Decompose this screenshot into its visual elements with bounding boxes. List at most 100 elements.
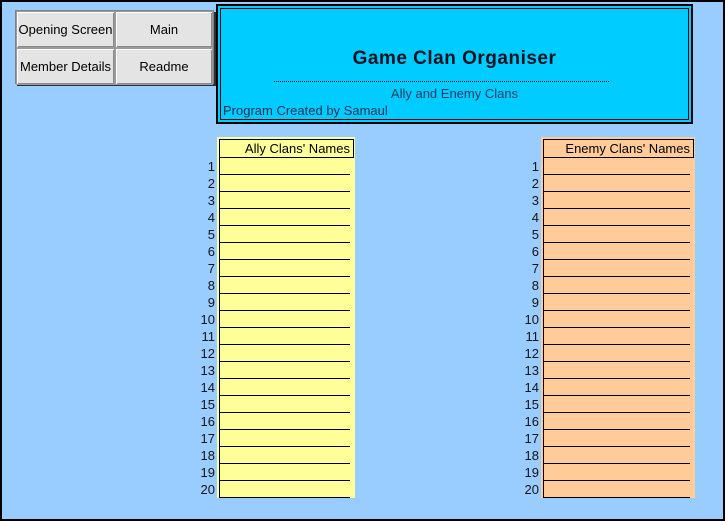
enemy-name-cell[interactable] (543, 328, 690, 345)
enemy-name-cell[interactable] (543, 226, 690, 243)
enemy-name-cell[interactable] (543, 294, 690, 311)
ally-name-cell[interactable] (219, 175, 350, 192)
enemy-row-number: 2 (531, 176, 539, 191)
nav-button-panel: Opening Screen Main Member Details Readm… (15, 10, 214, 85)
ally-name-cell[interactable] (219, 192, 350, 209)
enemy-name-cell[interactable] (543, 481, 690, 498)
enemy-table-header: Enemy Clans' Names (543, 139, 694, 158)
ally-name-cell[interactable] (219, 362, 350, 379)
enemy-clans-table: Enemy Clans' Names (541, 137, 695, 498)
enemy-row-number: 10 (524, 312, 539, 327)
enemy-name-cell[interactable] (543, 209, 690, 226)
enemy-name-cell[interactable] (543, 345, 690, 362)
ally-row-number: 2 (207, 176, 215, 191)
ally-row-number: 7 (207, 261, 215, 276)
ally-row-number: 1 (207, 159, 215, 174)
ally-row-number: 12 (200, 346, 215, 361)
ally-name-cell[interactable] (219, 311, 350, 328)
ally-row-number: 17 (200, 431, 215, 446)
enemy-row-number: 14 (524, 380, 539, 395)
enemy-name-cell[interactable] (543, 175, 690, 192)
enemy-row-number: 15 (524, 397, 539, 412)
enemy-row-number: 11 (525, 329, 540, 344)
enemy-row-number: 6 (531, 244, 539, 259)
title-banner-inner: Game Clan Organiser Ally and Enemy Clans… (220, 8, 689, 120)
enemy-name-cell[interactable] (543, 396, 690, 413)
enemy-name-cell[interactable] (543, 362, 690, 379)
ally-rows (219, 158, 355, 498)
enemy-rows (543, 158, 695, 498)
ally-name-cell[interactable] (219, 447, 350, 464)
ally-name-cell[interactable] (219, 396, 350, 413)
ally-row-number: 5 (207, 227, 215, 242)
ally-name-cell[interactable] (219, 260, 350, 277)
enemy-row-number: 17 (524, 431, 539, 446)
enemy-row-number: 9 (531, 295, 539, 310)
enemy-row-numbers: 1 2 3 4 5 6 7 8 9 10 11 12 13 14 15 (484, 158, 539, 498)
ally-row-number: 3 (207, 193, 215, 208)
ally-row-number: 6 (207, 244, 215, 259)
enemy-row-number: 3 (531, 193, 539, 208)
enemy-row-number: 7 (531, 261, 539, 276)
ally-table-header: Ally Clans' Names (219, 139, 354, 158)
ally-name-cell[interactable] (219, 294, 350, 311)
ally-name-cell[interactable] (219, 277, 350, 294)
enemy-row-number: 16 (524, 414, 539, 429)
enemy-row-number: 13 (524, 363, 539, 378)
ally-row-number: 11 (201, 329, 216, 344)
ally-row-number: 14 (200, 380, 215, 395)
ally-row-number: 10 (200, 312, 215, 327)
enemy-row-number: 12 (524, 346, 539, 361)
enemy-row-number: 18 (524, 448, 539, 463)
enemy-row-number: 19 (524, 465, 539, 480)
ally-name-cell[interactable] (219, 158, 350, 175)
ally-row-number: 9 (207, 295, 215, 310)
ally-name-cell[interactable] (219, 243, 350, 260)
ally-name-cell[interactable] (219, 481, 350, 498)
enemy-name-cell[interactable] (543, 260, 690, 277)
enemy-row-number: 5 (531, 227, 539, 242)
enemy-name-cell[interactable] (543, 464, 690, 481)
enemy-name-cell[interactable] (543, 447, 690, 464)
ally-name-cell[interactable] (219, 328, 350, 345)
opening-screen-button[interactable]: Opening Screen (16, 11, 115, 48)
ally-row-number: 19 (200, 465, 215, 480)
ally-row-number: 13 (200, 363, 215, 378)
member-details-button[interactable]: Member Details (16, 48, 115, 85)
enemy-name-cell[interactable] (543, 192, 690, 209)
ally-name-cell[interactable] (219, 413, 350, 430)
ally-name-cell[interactable] (219, 379, 350, 396)
readme-button[interactable]: Readme (115, 48, 213, 85)
ally-row-number: 16 (200, 414, 215, 429)
enemy-name-cell[interactable] (543, 311, 690, 328)
enemy-row-number: 8 (531, 278, 539, 293)
title-underline (274, 81, 609, 82)
ally-name-cell[interactable] (219, 464, 350, 481)
ally-name-cell[interactable] (219, 209, 350, 226)
ally-row-numbers: 1 2 3 4 5 6 7 8 9 10 11 12 13 14 15 (160, 158, 215, 498)
enemy-name-cell[interactable] (543, 379, 690, 396)
enemy-name-cell[interactable] (543, 158, 690, 175)
ally-row-number: 4 (207, 210, 215, 225)
page-title: Game Clan Organiser (352, 48, 557, 69)
ally-row-number: 20 (200, 482, 215, 497)
enemy-name-cell[interactable] (543, 243, 690, 260)
ally-name-cell[interactable] (219, 345, 350, 362)
enemy-row-number: 4 (531, 210, 539, 225)
enemy-row-number: 1 (531, 159, 539, 174)
ally-row-number: 8 (207, 278, 215, 293)
credit-text: Program Created by Samaul (223, 103, 388, 118)
ally-row-number: 18 (200, 448, 215, 463)
enemy-name-cell[interactable] (543, 277, 690, 294)
title-banner: Game Clan Organiser Ally and Enemy Clans… (216, 4, 693, 124)
ally-clans-table: Ally Clans' Names (217, 137, 355, 498)
enemy-row-number: 20 (524, 482, 539, 497)
ally-row-number: 15 (200, 397, 215, 412)
main-button[interactable]: Main (115, 11, 213, 48)
ally-name-cell[interactable] (219, 430, 350, 447)
enemy-name-cell[interactable] (543, 430, 690, 447)
ally-name-cell[interactable] (219, 226, 350, 243)
enemy-name-cell[interactable] (543, 413, 690, 430)
page-subtitle: Ally and Enemy Clans (390, 86, 519, 101)
